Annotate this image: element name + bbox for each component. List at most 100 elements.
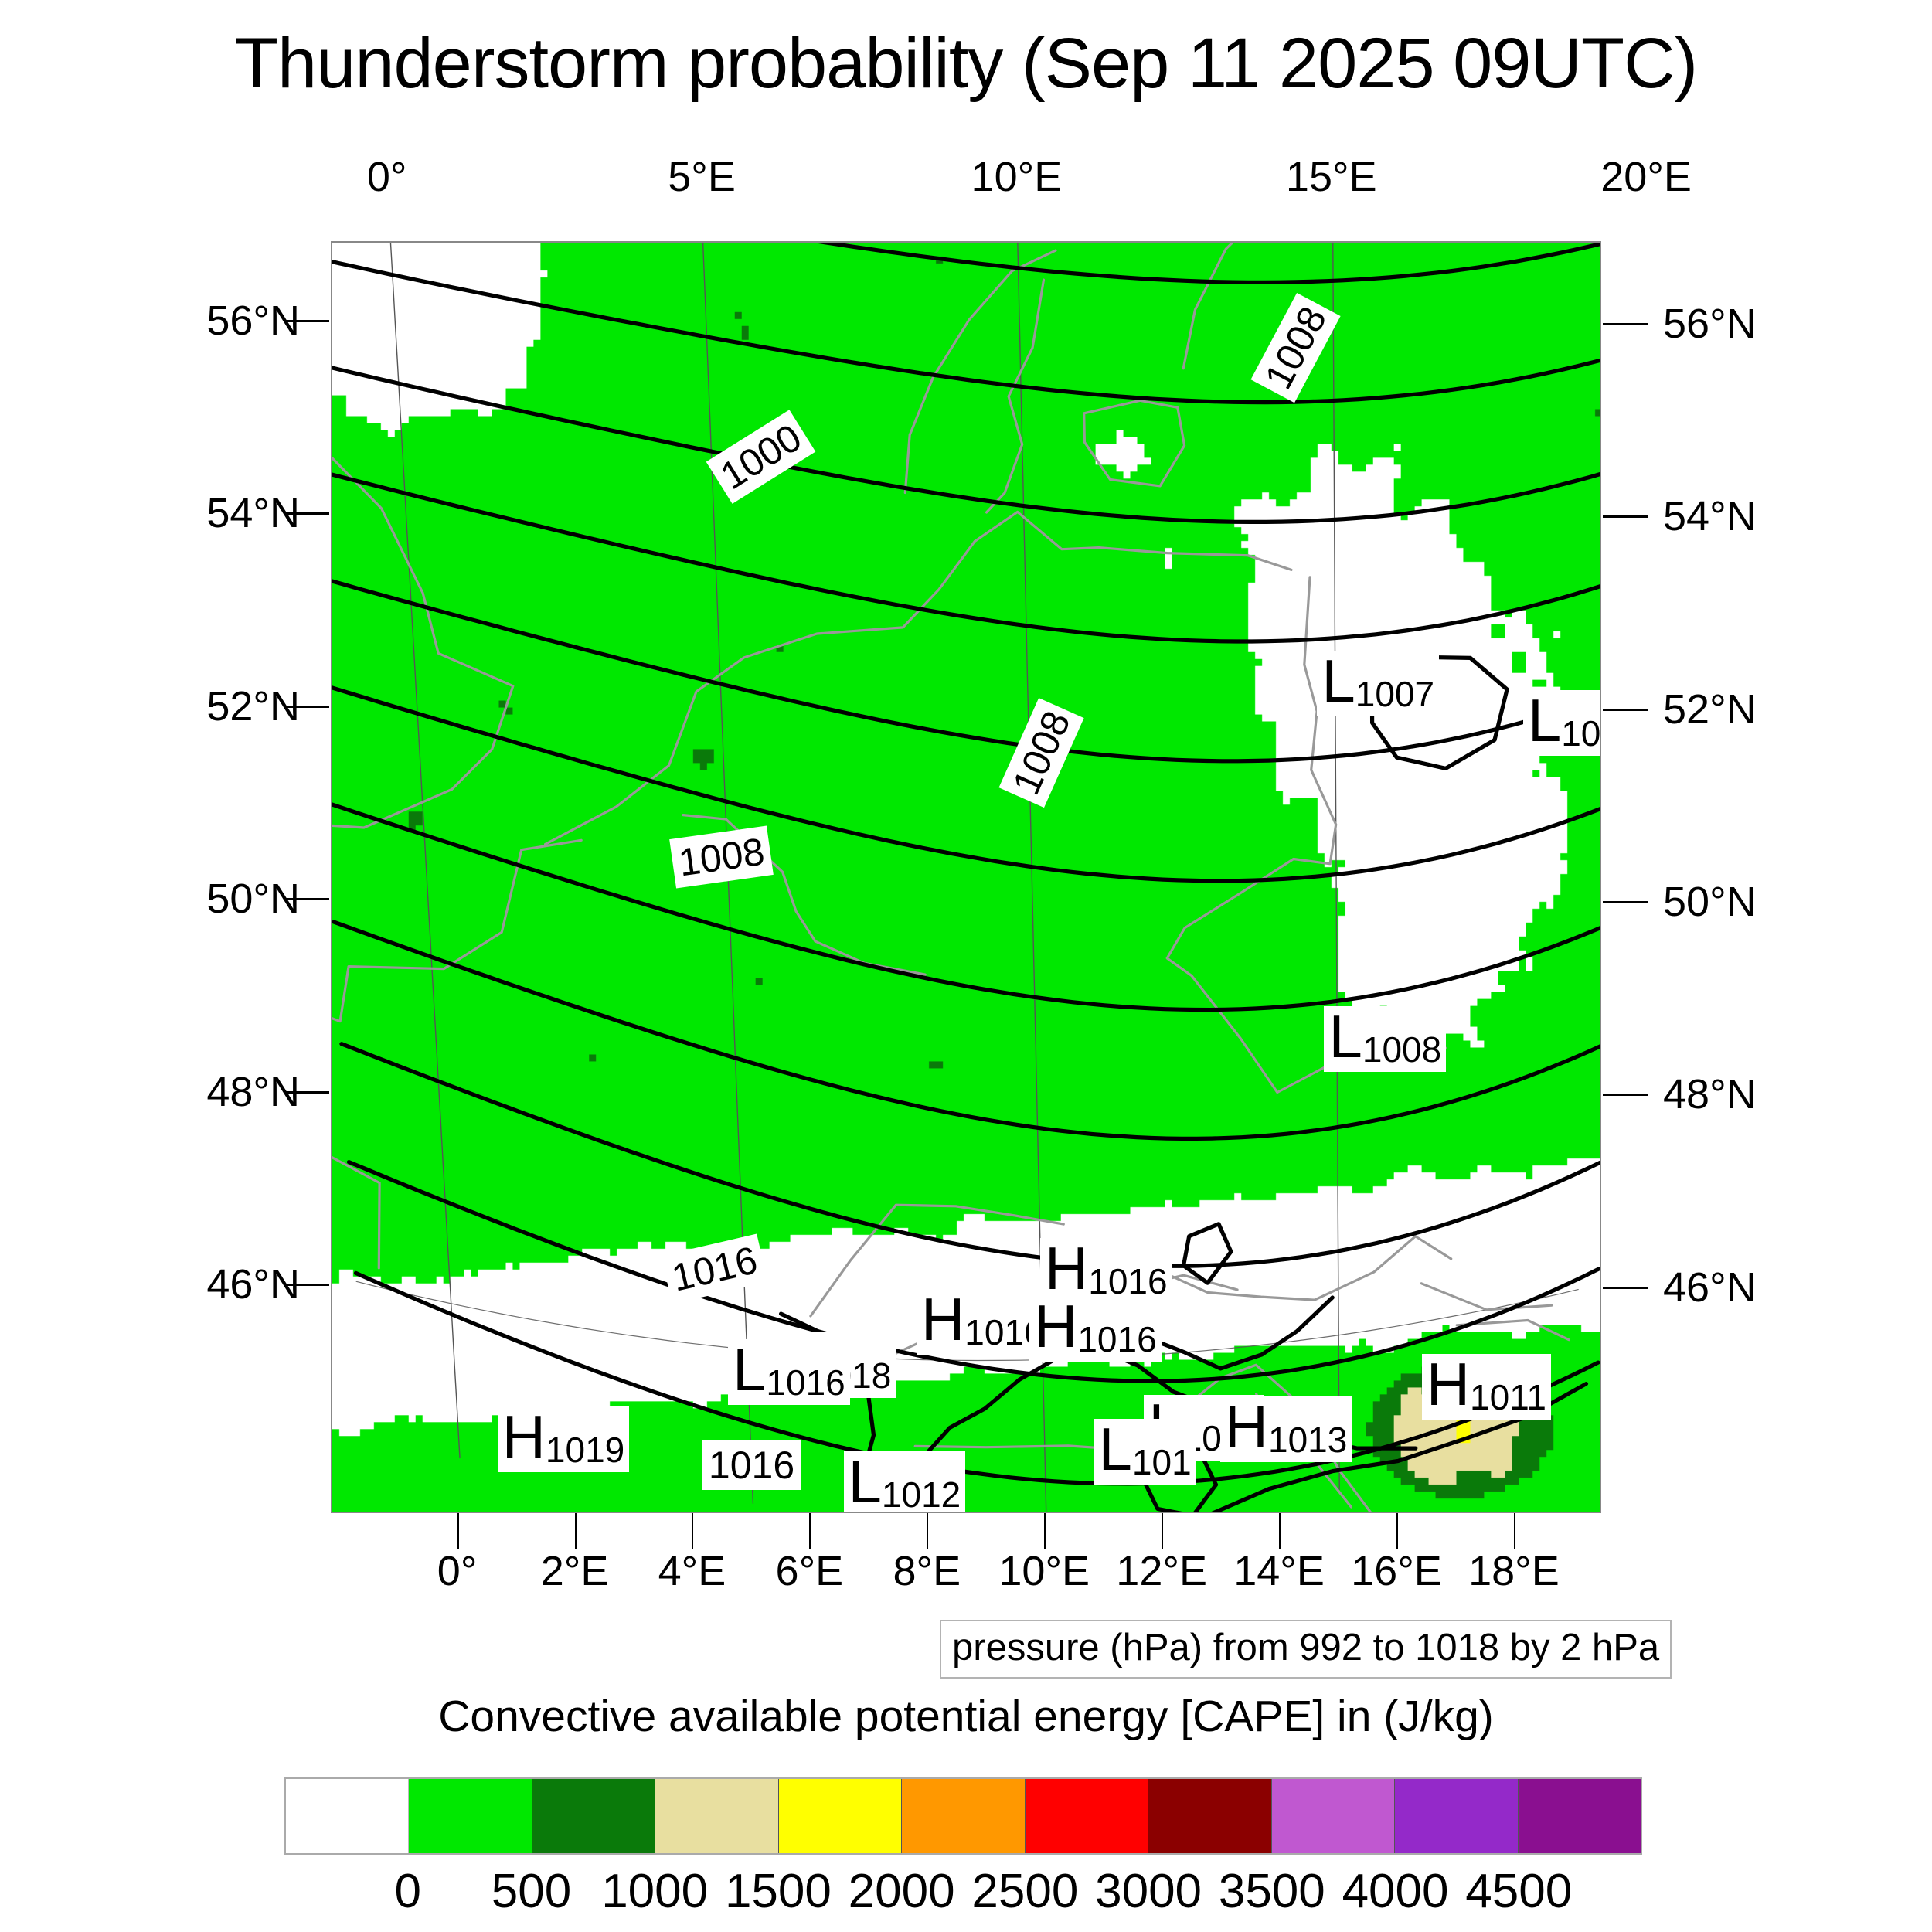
colorbar-swatch-0-500[interactable] xyxy=(409,1779,532,1853)
lon-tickmark-bottom-4°E xyxy=(692,1513,694,1549)
lon-tickmark-bottom-16°E xyxy=(1396,1513,1398,1549)
colorbar-tick-3000: 3000 xyxy=(1095,1865,1202,1918)
lon-tick-top-10°E: 10°E xyxy=(971,154,1063,200)
isobar-4 xyxy=(332,472,1600,644)
lon-tick-bottom-12°E: 12°E xyxy=(1116,1548,1207,1594)
colorbar-swatch-500-1000[interactable] xyxy=(532,1779,656,1853)
pressure-center-type: H xyxy=(1224,1392,1268,1461)
lat-tickmark-left-48°N xyxy=(284,1090,329,1094)
lon-tick-bottom-8°E: 8°E xyxy=(893,1548,961,1594)
isobar-10 xyxy=(346,1160,1600,1383)
lat-tickmark-right-50°N xyxy=(1603,900,1648,903)
coastline-segment-17 xyxy=(1455,1318,1570,1342)
lon-tick-bottom-4°E: 4°E xyxy=(658,1548,726,1594)
colorbar-tick-0: 0 xyxy=(394,1865,421,1918)
lat-tick-left-46°N: 46°N xyxy=(206,1261,300,1308)
lat-tick-right-52°N: 52°N xyxy=(1663,685,1757,733)
coastline-segment-6 xyxy=(332,456,515,829)
pressure-center-type: L xyxy=(733,1335,767,1404)
colorbar-swatch-3500-4000[interactable] xyxy=(1271,1779,1396,1853)
pressure-contour-note: pressure (hPa) from 992 to 1018 by 2 hPa xyxy=(940,1620,1672,1679)
pressure-center-H1019-12: H1019 xyxy=(497,1403,630,1473)
colorbar-swatch-<0[interactable] xyxy=(286,1779,410,1853)
pressure-center-type: H xyxy=(502,1403,546,1471)
lon-tick-bottom-14°E: 14°E xyxy=(1233,1548,1325,1594)
pressure-center-L100-1: L100 xyxy=(1522,690,1601,757)
colorbar-swatch-4000-4500[interactable] xyxy=(1395,1779,1519,1853)
coastline-segment-9 xyxy=(1178,1363,1372,1512)
pressure-center-L1012-13: L1012 xyxy=(843,1451,966,1513)
lon-tickmark-bottom-0° xyxy=(457,1513,459,1549)
pressure-center-value: 1011 xyxy=(1470,1377,1546,1418)
lat-tick-left-48°N: 48°N xyxy=(206,1068,300,1115)
lon-tick-bottom-16°E: 16°E xyxy=(1351,1548,1442,1594)
colorbar-swatch-1500-2000[interactable] xyxy=(778,1779,903,1853)
lon-tickmark-bottom-6°E xyxy=(809,1513,811,1549)
lon-tick-bottom-0°: 0° xyxy=(437,1548,478,1594)
pressure-center-L1007-0: L1007 xyxy=(1317,650,1440,716)
lon-tickmark-bottom-14°E xyxy=(1279,1513,1281,1549)
pressure-center-type: H xyxy=(920,1285,965,1354)
lon-tick-top-15°E: 15°E xyxy=(1285,154,1377,200)
pressure-center-value: 1008 xyxy=(1362,1029,1442,1070)
map-plot-area[interactable]: 100010081008100810161016L1007L100L1008H1… xyxy=(331,241,1601,1513)
lat-tick-right-56°N: 56°N xyxy=(1663,300,1757,347)
isobar-closed-alps xyxy=(1181,1222,1233,1285)
lat-tickmark-left-54°N xyxy=(284,512,329,515)
isobar-9 xyxy=(339,1042,1600,1268)
colorbar-swatch-3000-3500[interactable] xyxy=(1148,1779,1272,1853)
colorbar-tick-4500: 4500 xyxy=(1465,1865,1573,1918)
lat-tickmark-right-48°N xyxy=(1603,1094,1648,1097)
lat-tick-right-48°N: 48°N xyxy=(1663,1071,1757,1118)
lat-tickmark-right-46°N xyxy=(1603,1286,1648,1289)
pressure-center-H1016-5: H1016 xyxy=(1029,1296,1162,1362)
contour-label-1016-5: 1016 xyxy=(702,1440,801,1490)
cape-colorbar[interactable] xyxy=(284,1777,1642,1855)
pressure-center-type: H xyxy=(1044,1233,1089,1302)
colorbar-tick-3500: 3500 xyxy=(1218,1865,1325,1918)
pressure-center-value: 100 xyxy=(1561,713,1601,754)
lon-tick-top-0°: 0° xyxy=(366,154,407,200)
graticule-meridian-15 xyxy=(1332,243,1340,1490)
isobar-6 xyxy=(332,685,1600,883)
pressure-center-H1016-3: H1016 xyxy=(1039,1237,1172,1304)
pressure-center-value: 1019 xyxy=(545,1430,625,1471)
lon-tickmark-bottom-10°E xyxy=(1044,1513,1046,1549)
pressure-center-L1008-2: L1008 xyxy=(1324,1005,1447,1072)
lon-tickmark-bottom-8°E xyxy=(927,1513,929,1549)
coastline-segment-7 xyxy=(332,838,583,1270)
coastline-segment-3 xyxy=(1083,399,1186,488)
isobar-3 xyxy=(332,366,1600,524)
pressure-center-type: H xyxy=(1426,1350,1471,1419)
pressure-center-value: 1012 xyxy=(881,1475,961,1513)
colorbar-tick-2500: 2500 xyxy=(971,1865,1079,1918)
lon-tick-bottom-2°E: 2°E xyxy=(540,1548,609,1594)
colorbar-tick-1000: 1000 xyxy=(601,1865,709,1918)
isobar-1 xyxy=(813,243,1600,284)
colorbar-swatch-1000-1500[interactable] xyxy=(655,1779,779,1853)
pressure-center-type: L xyxy=(1527,686,1562,755)
colorbar-swatch->4500[interactable] xyxy=(1518,1779,1641,1853)
coastline-segment-1 xyxy=(903,249,1057,495)
pressure-center-value: 1016 xyxy=(766,1362,845,1403)
lon-tick-bottom-10°E: 10°E xyxy=(998,1548,1090,1594)
pressure-center-type: H xyxy=(1033,1292,1078,1361)
pressure-center-type: L xyxy=(848,1447,882,1513)
lon-tick-top-5°E: 5°E xyxy=(668,154,736,200)
pressure-center-H1016-4: H1016 xyxy=(916,1289,1049,1355)
colorbar-tick-layer: 0 500 1000 1500 2000 2500 3000 3500 4000 4500 xyxy=(284,1864,1642,1918)
isobar-11 xyxy=(353,1270,1600,1486)
graticule-meridian-0 xyxy=(389,243,461,1459)
colorbar-tick-4000: 4000 xyxy=(1342,1865,1449,1918)
colorbar-swatch-2500-3000[interactable] xyxy=(1025,1779,1149,1853)
lat-tickmark-left-50°N xyxy=(284,898,329,901)
colorbar-swatch-2000-2500[interactable] xyxy=(902,1779,1026,1853)
pressure-center-H1013-10: H1013 xyxy=(1219,1392,1352,1462)
lat-tick-left-52°N: 52°N xyxy=(206,682,300,730)
pressure-center-L1016-7: L1016 xyxy=(728,1339,850,1406)
coastline-segment-13 xyxy=(1165,576,1447,1094)
lat-tick-right-54°N: 54°N xyxy=(1663,493,1757,540)
lat-tickmark-left-52°N xyxy=(284,705,329,708)
isobar-2 xyxy=(332,260,1600,405)
coastline-segment-4 xyxy=(1182,243,1235,370)
